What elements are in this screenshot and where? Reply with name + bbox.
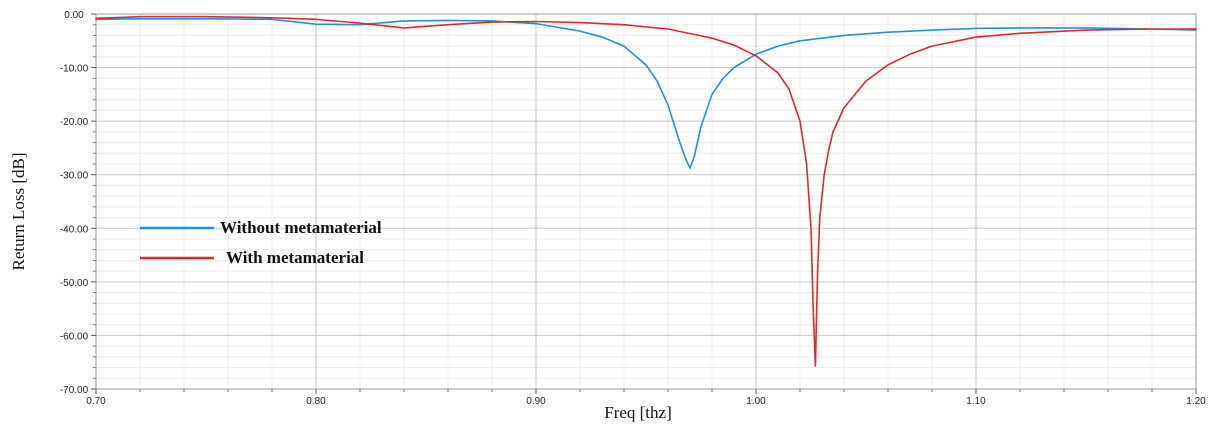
plot-area bbox=[95, 13, 1197, 390]
x-tick-label: 0.80 bbox=[306, 396, 326, 407]
x-tick-label: 0.70 bbox=[86, 396, 106, 407]
y-axis-title: Return Loss [dB] bbox=[9, 152, 28, 270]
x-tick-label: 1.10 bbox=[966, 396, 986, 407]
grid-layer bbox=[96, 14, 1196, 389]
legend: Without metamaterial With metamaterial bbox=[140, 218, 382, 267]
y-tick-label: -70.00 bbox=[60, 385, 89, 396]
y-tick-label: -10.00 bbox=[60, 64, 89, 75]
legend-label-with-metamaterial: With metamaterial bbox=[226, 248, 364, 267]
y-tick-label: -30.00 bbox=[60, 171, 89, 182]
series-line-without-metamaterial bbox=[95, 18, 1197, 170]
x-axis-title: Freq [thz] bbox=[604, 403, 672, 422]
y-tick-label: -50.00 bbox=[60, 278, 89, 289]
y-tick-label: 0.00 bbox=[64, 10, 84, 21]
y-tick-label: -40.00 bbox=[60, 224, 89, 235]
x-tick-label: 1.00 bbox=[746, 396, 766, 407]
x-tick-label: 1.20 bbox=[1186, 396, 1206, 407]
series-line-with-metamaterial bbox=[95, 15, 1197, 367]
y-tick-label: -60.00 bbox=[60, 331, 89, 342]
y-tick-label: -20.00 bbox=[60, 117, 89, 128]
series-layer bbox=[95, 15, 1197, 367]
x-tick-label: 0.90 bbox=[526, 396, 546, 407]
legend-label-without-metamaterial: Without metamaterial bbox=[220, 218, 382, 237]
axis-layer: 0.70 0.80 0.90 1.00 1.10 1.20 0.00 -10.00 -20.00… bbox=[60, 10, 1206, 407]
